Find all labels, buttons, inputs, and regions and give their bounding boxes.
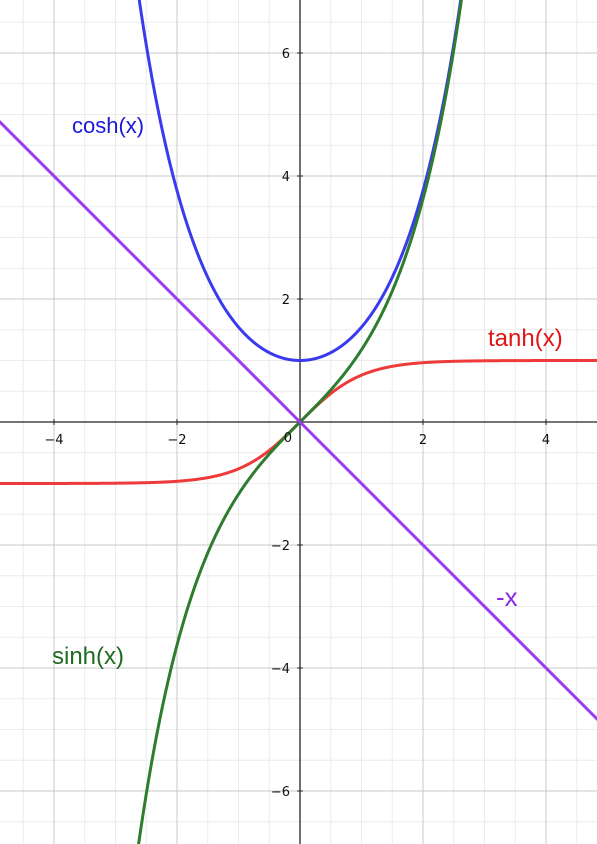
x-tick-label: −4 — [44, 433, 63, 448]
curve-labels: cosh(x) tanh(x) sinh(x) -x — [52, 113, 563, 670]
tick-labels: −4 −2 2 4 −6 −4 −2 2 4 6 0 — [44, 47, 550, 800]
origin-label: 0 — [284, 431, 292, 446]
x-tick-label: 4 — [542, 433, 550, 448]
y-tick-label: −6 — [271, 785, 290, 800]
curve-label: sinh(x) — [52, 643, 124, 670]
y-tick-label: 4 — [282, 170, 290, 185]
curve-label: -x — [496, 582, 518, 612]
y-tick-label: 2 — [282, 293, 290, 308]
curve-label: cosh(x) — [72, 113, 144, 138]
y-tick-label: −4 — [271, 662, 290, 677]
y-tick-label: −2 — [271, 539, 290, 554]
x-tick-label: −2 — [167, 433, 186, 448]
series-cosh-line — [137, 0, 463, 362]
y-tick-label: 6 — [282, 47, 290, 62]
curve-label: tanh(x) — [488, 325, 563, 352]
x-tick-label: 2 — [419, 433, 427, 448]
series-neg-line — [0, 120, 597, 722]
